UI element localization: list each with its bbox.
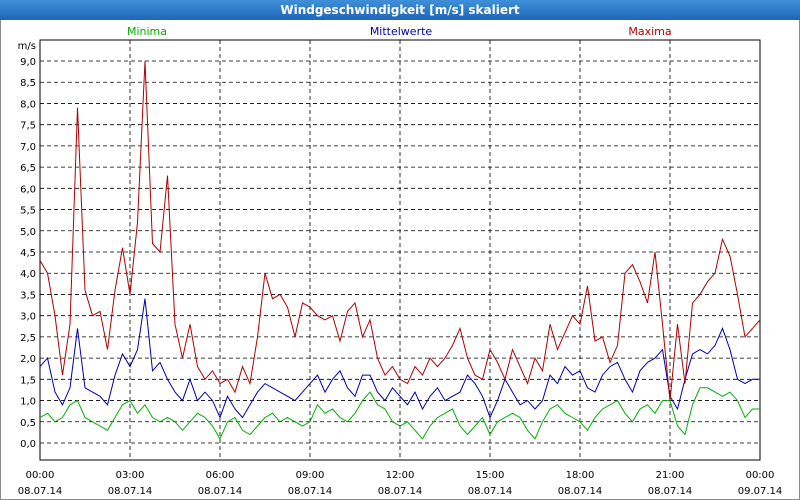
chart-title: Windgeschwindigkeit [m/s] skaliert — [0, 0, 800, 20]
x-tick-time: 00:00 — [26, 470, 55, 481]
y-tick-label: 5,0 — [20, 227, 36, 238]
y-tick-label: 3,5 — [20, 290, 36, 301]
x-tick-time: 21:00 — [656, 470, 685, 481]
y-tick-label: 7,0 — [20, 142, 36, 153]
x-tick-time: 06:00 — [206, 470, 235, 481]
y-tick-label: 8,5 — [20, 78, 36, 89]
y-tick-label: 8,0 — [20, 99, 36, 110]
x-tick-time: 00:00 — [746, 470, 775, 481]
x-tick-time: 03:00 — [116, 470, 145, 481]
x-tick-time: 09:00 — [296, 470, 325, 481]
x-tick-date: 08.07.14 — [558, 486, 603, 497]
y-tick-label: 1,5 — [20, 375, 36, 386]
legend-minima: Minima — [127, 25, 167, 38]
x-tick-date: 08.07.14 — [18, 486, 63, 497]
x-tick-date: 08.07.14 — [288, 486, 333, 497]
x-tick-date: 08.07.14 — [198, 486, 243, 497]
x-tick-time: 15:00 — [476, 470, 505, 481]
y-tick-label: 4,0 — [20, 269, 36, 280]
series-line-minima — [39, 387, 760, 440]
y-tick-label: 6,5 — [20, 163, 36, 174]
y-tick-label: 1,0 — [20, 397, 36, 408]
y-tick-label: 7,5 — [20, 121, 36, 132]
y-tick-label: 6,0 — [20, 184, 36, 195]
x-tick-date: 08.07.14 — [378, 486, 423, 497]
x-tick-date: 08.07.14 — [468, 486, 513, 497]
x-tick-date: 08.07.14 — [648, 486, 693, 497]
x-tick-date: 09.07.14 — [738, 486, 783, 497]
plot-border — [39, 39, 761, 461]
y-axis-label: m/s — [18, 41, 36, 52]
y-tick-label: 0,0 — [20, 439, 36, 450]
legend-maxima: Maxima — [628, 25, 671, 38]
y-tick-label: 5,5 — [20, 206, 36, 217]
series-line-mittelwerte — [39, 298, 760, 419]
series-line-maxima — [39, 60, 761, 401]
y-tick-label: 2,5 — [20, 333, 36, 344]
x-tick-time: 12:00 — [386, 470, 415, 481]
x-tick-time: 18:00 — [566, 470, 595, 481]
y-tick-label: 9,0 — [20, 57, 36, 68]
y-tick-label: 3,0 — [20, 312, 36, 323]
y-tick-label: 0,5 — [20, 418, 36, 429]
y-tick-label: 4,5 — [20, 248, 36, 259]
x-tick-date: 08.07.14 — [108, 486, 153, 497]
y-tick-label: 2,0 — [20, 354, 36, 365]
legend-mittelwerte: Mittelwerte — [370, 25, 433, 38]
